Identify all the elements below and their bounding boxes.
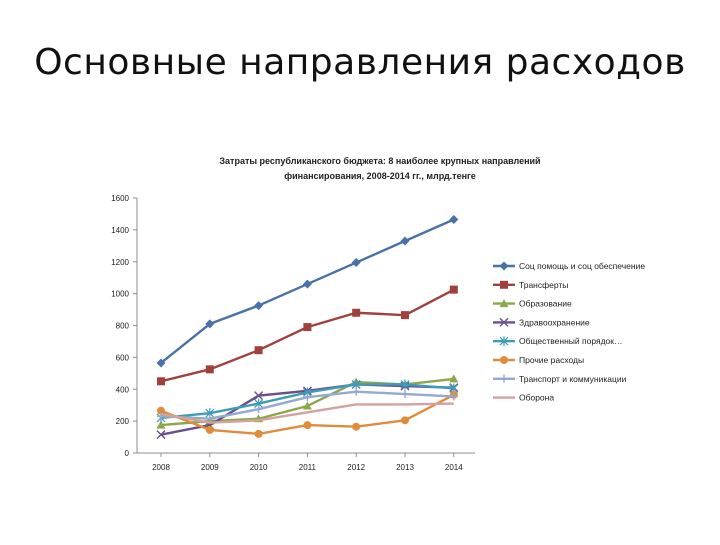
data-point bbox=[157, 406, 165, 415]
legend-label: Оборона bbox=[519, 393, 554, 403]
legend-label: Соц помощь и соц обеспечение bbox=[519, 261, 645, 271]
legend-label: Образование bbox=[519, 299, 572, 309]
series-0 bbox=[156, 215, 459, 368]
x-tick-label: 2014 bbox=[445, 463, 463, 472]
legend-item: Транспорт и коммуникации bbox=[493, 374, 627, 384]
data-point bbox=[303, 393, 312, 402]
data-point bbox=[156, 358, 166, 368]
data-point bbox=[449, 392, 458, 401]
data-point bbox=[303, 421, 312, 430]
series-1 bbox=[157, 285, 458, 386]
legend-item: Прочие расходы bbox=[493, 355, 584, 365]
data-point bbox=[302, 279, 312, 289]
legend-label: Общественный порядок… bbox=[519, 336, 622, 346]
series-5 bbox=[157, 390, 458, 438]
legend-marker bbox=[499, 317, 509, 327]
data-point bbox=[156, 420, 166, 429]
data-point bbox=[205, 425, 214, 434]
legend-marker bbox=[499, 336, 509, 347]
y-tick-label: 1000 bbox=[111, 290, 129, 299]
data-point bbox=[401, 416, 409, 425]
data-point bbox=[449, 285, 458, 294]
series-6 bbox=[157, 387, 458, 423]
series-line bbox=[160, 288, 455, 383]
chart-title-line1: Затраты республиканского бюджета: 8 наиб… bbox=[219, 156, 540, 166]
legend-marker bbox=[499, 261, 509, 271]
legend-marker bbox=[500, 280, 508, 289]
data-point bbox=[351, 258, 361, 268]
legend-item: Образование bbox=[493, 299, 572, 309]
data-point bbox=[352, 308, 361, 317]
x-tick-label: 2012 bbox=[347, 463, 365, 472]
series-line bbox=[160, 218, 455, 364]
y-tick-label: 0 bbox=[125, 449, 130, 458]
chart-title-line2: финансирования, 2008-2014 гг., млрд.тенг… bbox=[284, 171, 476, 181]
data-point bbox=[400, 236, 410, 246]
legend-marker bbox=[499, 299, 509, 308]
legend-item: Здравоохранение bbox=[493, 317, 590, 327]
legend-item: Оборона bbox=[493, 393, 554, 403]
data-point bbox=[254, 391, 264, 401]
chart-legend: Соц помощь и соц обеспечение Трансферты Об… bbox=[493, 261, 645, 403]
x-tick-label: 2010 bbox=[250, 463, 268, 472]
data-point bbox=[254, 429, 263, 438]
legend-label: Здравоохранение bbox=[519, 317, 590, 327]
x-tick-label: 2008 bbox=[152, 463, 170, 472]
y-tick-label: 200 bbox=[116, 417, 130, 426]
series-line bbox=[160, 402, 454, 424]
data-point bbox=[401, 311, 409, 320]
data-point bbox=[157, 412, 165, 421]
data-point bbox=[156, 430, 166, 440]
data-point bbox=[254, 346, 263, 355]
y-tick-label: 400 bbox=[116, 385, 130, 394]
data-point bbox=[352, 422, 361, 431]
slide-title: Основные направления расходов bbox=[34, 42, 686, 83]
y-tick-label: 1400 bbox=[111, 226, 129, 235]
legend-label: Транспорт и коммуникации bbox=[519, 374, 627, 384]
legend-label: Прочие расходы bbox=[519, 355, 584, 365]
data-point bbox=[302, 401, 312, 410]
data-point bbox=[400, 379, 410, 390]
chart-series bbox=[156, 215, 459, 440]
legend-item: Общественный порядок… bbox=[493, 336, 622, 346]
data-point bbox=[254, 405, 263, 414]
x-tick-label: 2009 bbox=[201, 463, 219, 472]
chart-axes: 0 200 400 600 800 1000 1200 1400 1600 2008 2009 201… bbox=[111, 194, 475, 472]
y-tick-label: 600 bbox=[116, 353, 130, 362]
x-tick-label: 2013 bbox=[396, 463, 414, 472]
data-point bbox=[449, 215, 459, 225]
data-point bbox=[401, 390, 409, 399]
data-point bbox=[205, 319, 215, 329]
legend-marker bbox=[500, 374, 508, 383]
data-point bbox=[157, 377, 165, 386]
x-tick-label: 2011 bbox=[299, 463, 317, 472]
data-point bbox=[449, 374, 459, 383]
legend-marker bbox=[500, 356, 508, 364]
legend-item: Соц помощь и соц обеспечение bbox=[493, 261, 645, 271]
data-point bbox=[254, 301, 264, 311]
legend-label: Трансферты bbox=[519, 280, 568, 290]
data-point bbox=[205, 365, 214, 374]
y-tick-label: 800 bbox=[116, 322, 130, 331]
data-point bbox=[205, 414, 214, 423]
series-7 bbox=[160, 402, 454, 424]
data-point bbox=[352, 387, 361, 396]
y-tick-label: 1200 bbox=[111, 258, 129, 267]
data-point bbox=[303, 323, 312, 332]
legend-item: Трансферты bbox=[493, 280, 568, 290]
y-tick-label: 1600 bbox=[111, 194, 129, 203]
